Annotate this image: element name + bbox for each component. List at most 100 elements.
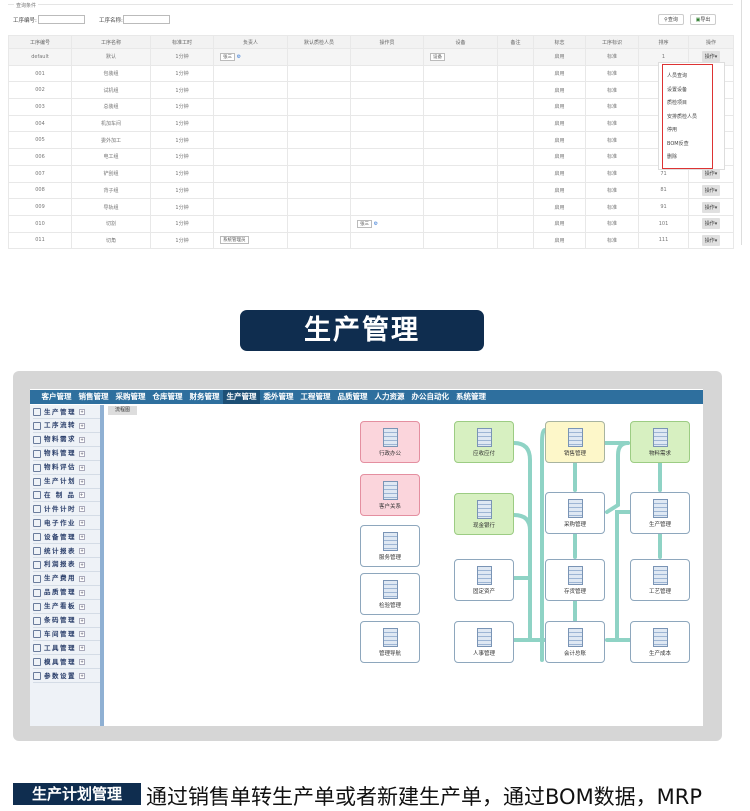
nav-item[interactable]: 销售管理 (78, 392, 109, 401)
flow-node[interactable]: 工艺管理 (630, 559, 690, 601)
flow-node[interactable]: 人事管理 (454, 621, 514, 663)
nav-item[interactable]: 采购管理 (115, 392, 146, 401)
device-tag[interactable]: 设备 (430, 52, 445, 61)
menu-item[interactable]: 停用 (667, 127, 678, 133)
cell-text: 1分钟 (175, 204, 189, 211)
sidebar-item[interactable]: 工具管理 + (33, 642, 100, 656)
expand-icon[interactable]: + (79, 464, 85, 471)
menu-item[interactable]: 安排质检人员 (667, 113, 698, 120)
flow-node[interactable]: 会计总账 (545, 621, 605, 663)
scrollbar[interactable] (741, 0, 742, 245)
menu-item[interactable]: 设置设备 (667, 86, 688, 93)
expand-icon[interactable]: + (79, 659, 85, 666)
sidebar-item[interactable]: 条码管理 + (33, 615, 100, 628)
sidebar-item[interactable]: 物料需求 + (33, 434, 100, 447)
flow-node[interactable]: 应收应付 (454, 421, 514, 463)
flow-node[interactable]: 销售管理 (545, 421, 605, 463)
sidebar-item[interactable]: 生产费用 + (33, 573, 100, 586)
nav-item[interactable]: 办公自动化 (411, 392, 450, 401)
nav-item[interactable]: 财务管理 (189, 392, 220, 401)
expand-icon[interactable]: + (79, 534, 85, 541)
action-dropdown-button[interactable]: 操作▾ (701, 168, 721, 180)
flow-node[interactable]: 采购管理 (545, 492, 605, 534)
expand-icon[interactable]: + (78, 492, 85, 499)
expand-icon[interactable]: + (79, 506, 85, 513)
nav-item[interactable]: 品质管理 (337, 392, 368, 401)
nav-item[interactable]: 人力资源 (374, 392, 405, 401)
expand-icon[interactable]: + (79, 617, 85, 624)
flow-node[interactable]: 存货管理 (545, 559, 605, 601)
sidebar-item[interactable]: 物料评估 + (33, 462, 100, 475)
sidebar-item[interactable]: 工序流转 + (33, 420, 100, 433)
column-header: 负责人 (213, 35, 288, 49)
flow-node[interactable]: 生产管理 (630, 492, 690, 534)
flow-node[interactable]: 管理导航 (360, 621, 420, 663)
sidebar-item[interactable]: 生产看板 + (33, 601, 100, 614)
sidebar-item[interactable]: 参数设置 + (33, 670, 100, 684)
expand-icon[interactable]: + (79, 589, 85, 596)
flow-node[interactable]: 检验管理 (360, 573, 420, 615)
sidebar-item[interactable]: 设备管理 + (33, 531, 100, 545)
expand-icon[interactable]: + (79, 450, 85, 457)
expand-icon[interactable]: + (79, 645, 85, 652)
expand-icon[interactable]: + (79, 603, 85, 610)
flow-node[interactable]: 现金银行 (454, 493, 514, 535)
flow-node[interactable]: 客户关系 (360, 474, 420, 516)
nav-item[interactable]: 系统管理 (456, 392, 486, 401)
sidebar-item[interactable]: 品质管理 + (33, 587, 100, 600)
owner-tag[interactable]: 系统管理员 (220, 236, 249, 245)
flow-node[interactable]: 固定资产 (454, 559, 514, 601)
owner-tag[interactable]: 张三 (220, 52, 235, 61)
nav-item[interactable]: 委外管理 (263, 392, 294, 401)
select-users-icon[interactable]: ⚙ (372, 220, 379, 227)
sidebar-item[interactable]: 生产计划 + (33, 476, 100, 489)
export-button[interactable]: ▣导出 (690, 14, 716, 25)
flow-node[interactable]: 行政办公 (360, 421, 420, 463)
menu-item[interactable]: 质检项目 (667, 100, 688, 106)
action-dropdown-button[interactable]: 操作▾ (701, 51, 721, 63)
sidebar-item[interactable]: 电子作业 + (33, 517, 100, 531)
expand-icon[interactable]: + (79, 436, 85, 443)
sidebar-item[interactable]: 模具管理 + (33, 656, 100, 670)
action-dropdown-button[interactable]: 操作▾ (701, 201, 721, 213)
expand-icon[interactable]: + (79, 520, 85, 527)
sidebar-item[interactable]: 在 制 品 + (33, 489, 100, 503)
action-dropdown-button[interactable]: 操作▾ (701, 184, 721, 196)
tab-flowchart[interactable]: 流程图 (108, 406, 137, 415)
sidebar-item[interactable]: 计件计时 + (33, 503, 100, 517)
flow-node[interactable]: 物料需求 (630, 421, 690, 463)
expand-icon[interactable]: + (79, 575, 85, 582)
sidebar-item[interactable]: 生产管理 + (33, 406, 100, 419)
expand-icon[interactable]: + (79, 409, 85, 415)
nav-item[interactable]: 客户管理 (41, 392, 72, 401)
nav-item[interactable]: 生产管理 (223, 390, 260, 404)
expand-icon[interactable]: + (79, 548, 85, 554)
cell-flag: 启用 (533, 81, 586, 100)
search-button[interactable]: ⚲查询 (658, 14, 684, 25)
expand-icon[interactable]: + (79, 561, 85, 568)
expand-icon[interactable]: + (79, 422, 85, 429)
expand-icon[interactable]: + (79, 478, 85, 485)
expand-icon[interactable]: + (79, 673, 85, 680)
action-dropdown-button[interactable]: 操作▾ (701, 218, 721, 230)
menu-item[interactable]: 人员查询 (667, 73, 688, 79)
flow-node[interactable]: 服务管理 (360, 525, 420, 567)
sidebar-item[interactable]: 物料管理 + (33, 448, 100, 461)
nav-item[interactable]: 工程管理 (300, 392, 331, 401)
sidebar-item[interactable]: 车间管理 + (33, 628, 100, 642)
menu-item[interactable]: BOM反查 (667, 140, 689, 147)
menu-module-icon (33, 519, 41, 528)
nav-item[interactable]: 仓库管理 (152, 392, 183, 401)
sidebar-item[interactable]: 统计报表 + (33, 545, 100, 558)
cell-text: 切角 (105, 237, 116, 244)
sidebar-splitter[interactable] (100, 405, 104, 726)
action-dropdown-button[interactable]: 操作▾ (701, 234, 721, 246)
select-users-icon[interactable]: ⚙ (235, 53, 242, 60)
flow-node[interactable]: 生产成本 (630, 621, 690, 663)
code-input[interactable] (38, 15, 85, 24)
expand-icon[interactable]: + (79, 631, 85, 638)
menu-item[interactable]: 删除 (667, 154, 678, 160)
sidebar-item[interactable]: 利润报表 + (33, 559, 100, 572)
operator-tag[interactable]: 张三 (357, 219, 372, 228)
name-input[interactable] (123, 15, 170, 24)
